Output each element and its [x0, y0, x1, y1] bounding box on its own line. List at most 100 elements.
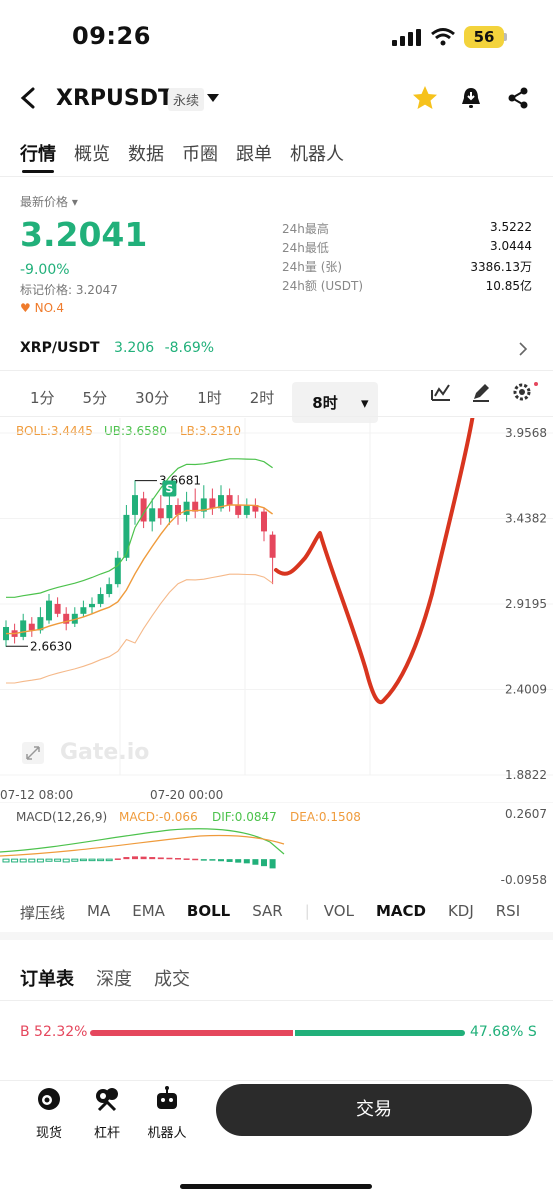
tab-depth[interactable]: 深度 [96, 969, 132, 990]
candle-body [252, 505, 259, 512]
indicator-vol[interactable]: VOL [323, 902, 354, 920]
macd-tick-label: -0.0958 [501, 873, 547, 887]
stat-value: 3.0444 [490, 239, 532, 253]
tab-overview[interactable]: 概览 [74, 144, 110, 165]
macd-histogram-bar [54, 858, 62, 862]
stat-key: 24h最低 [282, 241, 329, 255]
spot-change: -8.69% [164, 340, 215, 356]
macd-histogram-bar [123, 857, 130, 860]
macd-histogram-bar [209, 859, 216, 861]
boll-value: BOLL:3.4445 [16, 424, 93, 438]
candle-body [235, 505, 242, 515]
price-chart[interactable]: 3.9568 3.4382 2.9195 2.4009 1.8822 07-12 08:0… [0, 418, 553, 803]
tab-community[interactable]: 币圈 [182, 144, 218, 165]
candle-body [71, 613, 78, 624]
tab-copytrade[interactable]: 跟单 [236, 144, 272, 165]
star-icon[interactable] [412, 85, 438, 111]
macd-histogram-bar [28, 858, 36, 863]
tab-data[interactable]: 数据 [128, 144, 164, 165]
price-label[interactable]: 最新价格 ▾ [20, 195, 78, 209]
indicator-support[interactable]: 撑压线 [20, 904, 66, 922]
y-tick-label: 1.8822 [505, 768, 547, 782]
candle-body [261, 511, 267, 532]
tab-market[interactable]: 行情 [20, 144, 56, 165]
candle-body [183, 501, 190, 515]
nav-label: 现货 [35, 1126, 62, 1141]
tab-trades[interactable]: 成交 [154, 969, 190, 990]
indicator-boll[interactable]: BOLL [186, 902, 231, 920]
candle-body [200, 498, 207, 512]
candle-body [226, 495, 233, 506]
candle-body [149, 508, 156, 522]
indicator-ma[interactable]: MA [87, 902, 111, 920]
candle-body [28, 623, 35, 631]
mark-price: 标记价格: 3.2047 [20, 283, 118, 297]
candle-body [166, 505, 173, 519]
indicator-ema[interactable]: EMA [132, 902, 165, 920]
candle-body [157, 508, 164, 519]
candle-body [243, 505, 250, 515]
macd-histogram-bar [261, 859, 267, 867]
bell-icon[interactable] [460, 86, 482, 110]
macd-histogram-bar [183, 858, 190, 860]
indicator-sar[interactable]: SAR [252, 902, 283, 920]
robot-icon [157, 1086, 177, 1109]
settings-gear-icon[interactable] [512, 381, 538, 403]
candle-body [63, 613, 70, 624]
macd-dea-line [0, 834, 285, 857]
draw-pencil-icon[interactable] [471, 382, 491, 402]
macd-histogram-bar [252, 859, 259, 865]
macd-chart[interactable]: 0.2607 -0.0958 [0, 802, 553, 892]
status-time: 09:26 [72, 22, 151, 50]
symbol-title[interactable]: XRPUSDT [56, 86, 174, 111]
macd-histogram-bar [200, 859, 207, 861]
macd-dif: DIF:0.0847 [212, 810, 277, 824]
dropdown-icon[interactable] [207, 94, 219, 102]
boll-lower-line [6, 573, 273, 684]
share-icon[interactable] [506, 86, 530, 110]
trade-button[interactable]: 交易 [216, 1084, 532, 1136]
nav-robot[interactable]: 机器人 [142, 1086, 192, 1141]
macd-histogram-bar [157, 857, 164, 860]
indicator-rsi[interactable]: RSI [495, 902, 521, 920]
macd-value: MACD:-0.066 [119, 810, 198, 824]
interval-30m[interactable]: 30分 [135, 389, 170, 407]
interval-1m[interactable]: 1分 [30, 389, 55, 407]
interval-5m[interactable]: 5分 [82, 389, 108, 407]
interval-2h[interactable]: 2时 [249, 389, 275, 407]
macd-histogram-bar [2, 858, 10, 863]
tab-bot[interactable]: 机器人 [290, 144, 344, 165]
fullscreen-icon[interactable] [22, 742, 44, 764]
macd-dif-line [0, 828, 285, 855]
candle-body [140, 498, 147, 522]
interval-1h[interactable]: 1时 [197, 389, 222, 407]
back-icon[interactable] [18, 86, 38, 110]
indicator-icon[interactable] [430, 382, 452, 402]
change-percent: -9.00% [20, 262, 70, 278]
macd-tick-label: 0.2607 [505, 807, 547, 821]
stat-key: 24h最高 [282, 222, 329, 236]
macd-histogram-bar [175, 858, 181, 860]
section-gap [0, 932, 553, 940]
macd-histogram-bar [36, 858, 44, 863]
low-price-label: 2.6630 [30, 639, 72, 653]
boll-upper-line [6, 458, 273, 598]
chevron-right-icon[interactable] [518, 342, 528, 356]
nav-margin[interactable]: 杠杆 [82, 1086, 132, 1141]
candle-body [37, 617, 44, 631]
spot-icon [38, 1088, 60, 1110]
y-tick-label: 3.9568 [505, 426, 547, 440]
battery-indicator: 56 [464, 26, 504, 48]
spot-pair-row[interactable]: XRP/USDT 3.206 -8.69% [20, 340, 220, 356]
macd-histogram-bar [79, 858, 87, 862]
tab-orderbook[interactable]: 订单表 [20, 969, 74, 990]
indicator-macd[interactable]: MACD [375, 902, 426, 920]
spot-price: 3.206 [114, 340, 155, 356]
nav-spot[interactable]: 现货 [24, 1086, 74, 1141]
indicator-kdj[interactable]: KDJ [447, 902, 474, 920]
macd-histogram-bar [105, 858, 113, 862]
rank-badge: ♥ NO.4 [20, 301, 64, 315]
battery-cap [504, 33, 507, 41]
candle-body [209, 498, 216, 509]
candle-body [46, 600, 52, 621]
